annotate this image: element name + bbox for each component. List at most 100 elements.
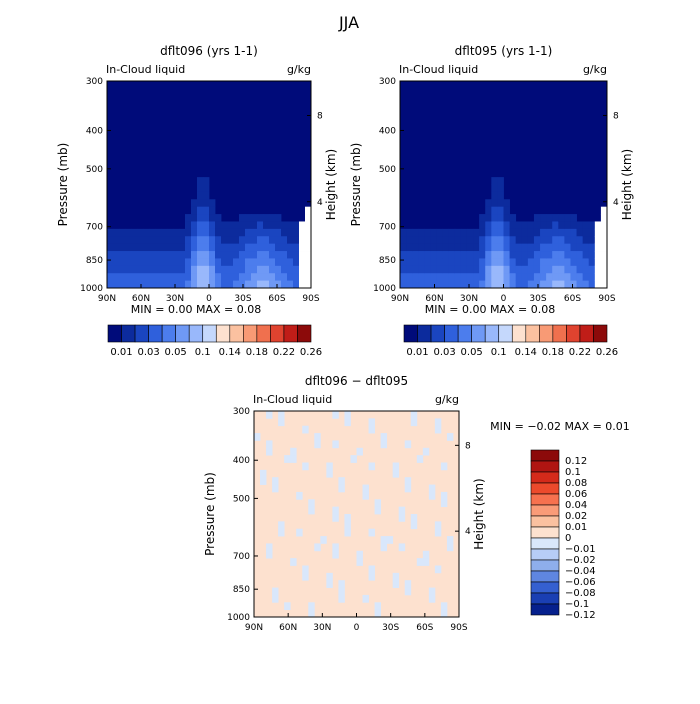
field-cell	[143, 236, 150, 245]
field-cell	[251, 228, 258, 237]
colorbar-label: −0.01	[565, 544, 596, 555]
field-cell	[552, 214, 559, 222]
field-cell	[594, 251, 602, 259]
field-cell	[436, 228, 444, 237]
field-cell	[540, 236, 547, 245]
field-cell	[442, 236, 450, 245]
field-cell	[281, 273, 288, 282]
field-cell	[197, 280, 204, 289]
field-cell	[239, 258, 246, 267]
field-cell	[576, 273, 584, 282]
field-cell	[418, 251, 425, 259]
field-cell	[293, 280, 300, 289]
field-cell	[155, 236, 162, 245]
colorbar-swatch	[530, 504, 560, 517]
field-cell	[503, 258, 510, 267]
field-cell	[558, 228, 565, 237]
field-cell	[113, 236, 120, 245]
field-cell	[143, 258, 150, 267]
colorbar-label: 0.14	[219, 347, 241, 358]
field-cell	[416, 455, 424, 463]
colorbar-label: 0.02	[565, 511, 587, 522]
field-cell	[215, 228, 222, 237]
field-cell	[305, 265, 312, 274]
field-cell	[442, 258, 450, 267]
field-cell	[257, 228, 264, 237]
field-cell	[305, 236, 312, 245]
variable-label: In-Cloud liquid	[399, 63, 478, 76]
field-cell	[239, 243, 246, 252]
field-cell	[203, 273, 210, 282]
field-cell	[362, 491, 369, 500]
colorbar-label: 0.01	[110, 347, 132, 358]
x-tick-label: 60N	[279, 623, 297, 633]
field-cell	[410, 521, 418, 530]
field-cell	[418, 265, 425, 274]
field-cell	[479, 236, 486, 245]
y-tick-label: 400	[379, 126, 396, 136]
field-cell	[446, 536, 454, 544]
field-cell	[434, 565, 442, 574]
field-cell	[281, 251, 288, 259]
colorbar-swatch	[215, 324, 231, 343]
field-cell	[221, 228, 228, 237]
field-cell	[497, 228, 504, 237]
field-cell	[460, 251, 468, 259]
field-cell	[552, 280, 559, 289]
field-cell	[600, 258, 608, 267]
field-cell	[600, 214, 608, 222]
field-cell	[424, 228, 431, 237]
y-tick-label: 700	[233, 552, 250, 562]
field-cell	[564, 273, 571, 282]
field-cell	[576, 280, 584, 289]
field-cell	[269, 228, 276, 237]
y-tick-label: 300	[233, 407, 250, 417]
field-cell	[161, 243, 168, 252]
field-cell	[422, 550, 430, 559]
field-cell	[191, 199, 198, 208]
field-cell	[173, 273, 180, 282]
field-cell	[293, 228, 300, 237]
field-cell	[485, 243, 492, 252]
field-cell	[257, 258, 264, 267]
field-cell	[113, 251, 120, 259]
field-cell	[239, 251, 246, 259]
field-cell	[272, 594, 279, 603]
y2-axis-label: Height (km)	[324, 149, 338, 220]
field-cell	[368, 418, 375, 427]
field-cell	[406, 280, 413, 289]
field-cell	[497, 236, 504, 245]
y-tick-label: 850	[233, 585, 250, 595]
field-cell	[155, 280, 162, 289]
field-cell	[296, 528, 303, 537]
field-cell	[125, 251, 132, 259]
field-cell	[239, 236, 246, 245]
field-cell	[509, 236, 517, 245]
field-cell	[137, 265, 144, 274]
field-cell	[221, 251, 228, 259]
field-cell	[185, 251, 192, 259]
field-cell	[448, 280, 456, 289]
field-cell	[582, 221, 590, 230]
field-cell	[479, 265, 486, 274]
field-cell	[576, 221, 584, 230]
colorbar-swatch	[107, 324, 122, 343]
x-tick-label: 0	[354, 623, 360, 633]
field-cell	[179, 228, 186, 237]
field-cell	[533, 214, 541, 222]
field-cell	[454, 265, 462, 274]
field-cell	[275, 258, 282, 267]
field-cell	[576, 228, 584, 237]
colorbar-label: 0.1	[565, 467, 581, 478]
field-cell	[582, 265, 590, 274]
field-cell	[473, 243, 480, 252]
field-cell	[404, 587, 412, 596]
field-cell	[503, 243, 510, 252]
field-cell	[582, 236, 590, 245]
field-cell	[491, 191, 498, 200]
field-cell	[380, 433, 388, 441]
field-cell	[509, 265, 517, 274]
field-cell	[485, 280, 492, 289]
colorbar-swatch	[457, 324, 472, 343]
field-cell	[491, 221, 498, 230]
